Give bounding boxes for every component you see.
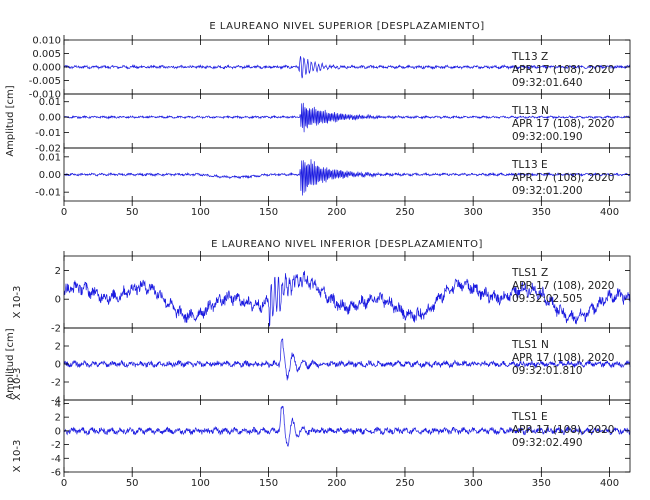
date-label: APR 17 (108), 2020 bbox=[512, 424, 614, 436]
y-tick-label: -4 bbox=[51, 454, 61, 465]
date-label: APR 17 (108), 2020 bbox=[512, 172, 614, 184]
date-label: APR 17 (108), 2020 bbox=[512, 280, 614, 292]
y-tick-label: -2 bbox=[51, 440, 61, 451]
waveform-trace bbox=[63, 102, 631, 133]
x-tick-label: 0 bbox=[61, 478, 67, 489]
x-tick-label: 400 bbox=[600, 207, 619, 218]
y-axis-label: Amplitud [cm] bbox=[5, 328, 16, 399]
x-tick-label: 250 bbox=[395, 478, 414, 489]
y-tick-label: 0.000 bbox=[32, 63, 61, 74]
channel-label: TLS1 N bbox=[511, 339, 549, 351]
chart-group-superior: E LAUREANO NIVEL SUPERIOR [DESPLAZAMIENT… bbox=[5, 21, 631, 218]
waveform-trace bbox=[63, 405, 631, 447]
x-tick-label: 50 bbox=[126, 478, 139, 489]
y-tick-label: -0.01 bbox=[35, 128, 61, 139]
y-tick-label: -0.010 bbox=[29, 90, 61, 101]
y-tick-label: 0.01 bbox=[39, 152, 61, 163]
waveform-trace bbox=[63, 270, 631, 327]
x-tick-label: 100 bbox=[191, 207, 210, 218]
x-tick-label: 150 bbox=[259, 478, 278, 489]
panel-frame bbox=[63, 399, 631, 473]
y-tick-label: 2 bbox=[55, 413, 61, 424]
y-tick-label: 0.005 bbox=[32, 49, 61, 60]
time-label: 09:32:00.190 bbox=[512, 131, 583, 143]
x-tick-label: 350 bbox=[532, 478, 551, 489]
time-label: 09:32:01.810 bbox=[512, 365, 583, 377]
y-tick-label: -2 bbox=[51, 378, 61, 389]
time-label: 09:32:02.505 bbox=[512, 293, 583, 305]
date-label: APR 17 (108), 2020 bbox=[512, 64, 614, 76]
y-tick-label: 0.00 bbox=[39, 170, 61, 181]
x-tick-label: 50 bbox=[126, 207, 139, 218]
y-tick-label: -2 bbox=[51, 324, 61, 335]
y-tick-label: -0.005 bbox=[29, 76, 61, 87]
waveform-trace bbox=[63, 338, 631, 381]
x-tick-label: 200 bbox=[327, 207, 346, 218]
y-tick-label: -4 bbox=[51, 396, 61, 407]
x-tick-label: 250 bbox=[395, 207, 414, 218]
y-tick-label: 0.00 bbox=[39, 113, 61, 124]
scale-label: X 10-3 bbox=[12, 440, 23, 473]
x-tick-label: 100 bbox=[191, 478, 210, 489]
y-tick-label: 0 bbox=[55, 295, 61, 306]
channel-label: TLS1 E bbox=[511, 411, 548, 423]
channel-label: TL13 N bbox=[511, 105, 549, 117]
y-tick-label: 4 bbox=[55, 399, 61, 410]
time-label: 09:32:02.490 bbox=[512, 437, 583, 449]
x-tick-label: 400 bbox=[600, 478, 619, 489]
x-tick-label: 300 bbox=[464, 207, 483, 218]
channel-label: TL13 Z bbox=[511, 51, 548, 63]
scale-label: X 10-3 bbox=[12, 368, 23, 401]
x-tick-label: 300 bbox=[464, 478, 483, 489]
y-tick-label: 0.010 bbox=[32, 36, 61, 47]
waveform-trace bbox=[63, 56, 631, 79]
x-tick-label: 350 bbox=[532, 207, 551, 218]
y-tick-label: -0.02 bbox=[35, 144, 61, 155]
y-tick-label: -0.01 bbox=[35, 188, 61, 199]
x-tick-label: 200 bbox=[327, 478, 346, 489]
chart-group-inferior: E LAUREANO NIVEL INFERIOR [DESPLAZAMIENT… bbox=[5, 239, 631, 489]
y-tick-label: 2 bbox=[55, 266, 61, 277]
chart-title: E LAUREANO NIVEL SUPERIOR [DESPLAZAMIENT… bbox=[209, 21, 484, 32]
y-tick-label: 0 bbox=[55, 360, 61, 371]
channel-label: TL13 E bbox=[511, 159, 548, 171]
y-tick-label: 2 bbox=[55, 342, 61, 353]
channel-label: TLS1 Z bbox=[511, 267, 548, 279]
y-tick-label: -6 bbox=[51, 468, 61, 479]
time-label: 09:32:01.200 bbox=[512, 185, 583, 197]
y-tick-label: 0.01 bbox=[39, 97, 61, 108]
y-tick-label: 0 bbox=[55, 426, 61, 437]
y-axis-label: Amplitud [cm] bbox=[5, 85, 16, 156]
time-label: 09:32:01.640 bbox=[512, 77, 583, 89]
scale-label: X 10-3 bbox=[12, 286, 23, 319]
x-tick-label: 0 bbox=[61, 207, 67, 218]
date-label: APR 17 (108), 2020 bbox=[512, 352, 614, 364]
date-label: APR 17 (108), 2020 bbox=[512, 118, 614, 130]
waveform-trace bbox=[63, 159, 631, 196]
chart-title: E LAUREANO NIVEL INFERIOR [DESPLAZAMIENT… bbox=[211, 239, 483, 250]
x-tick-label: 150 bbox=[259, 207, 278, 218]
